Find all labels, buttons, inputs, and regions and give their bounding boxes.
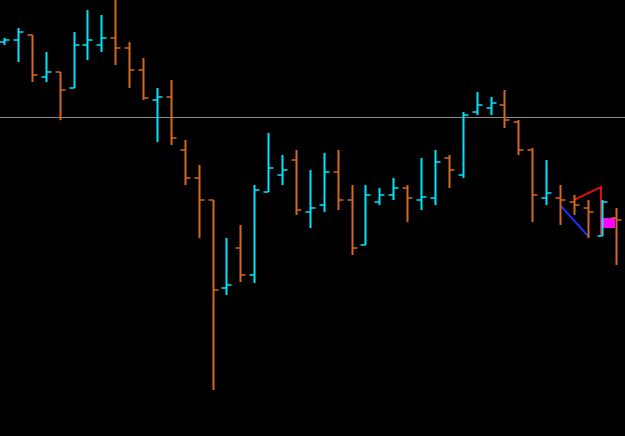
trend-line [559, 204, 589, 237]
marker-box [601, 218, 615, 228]
